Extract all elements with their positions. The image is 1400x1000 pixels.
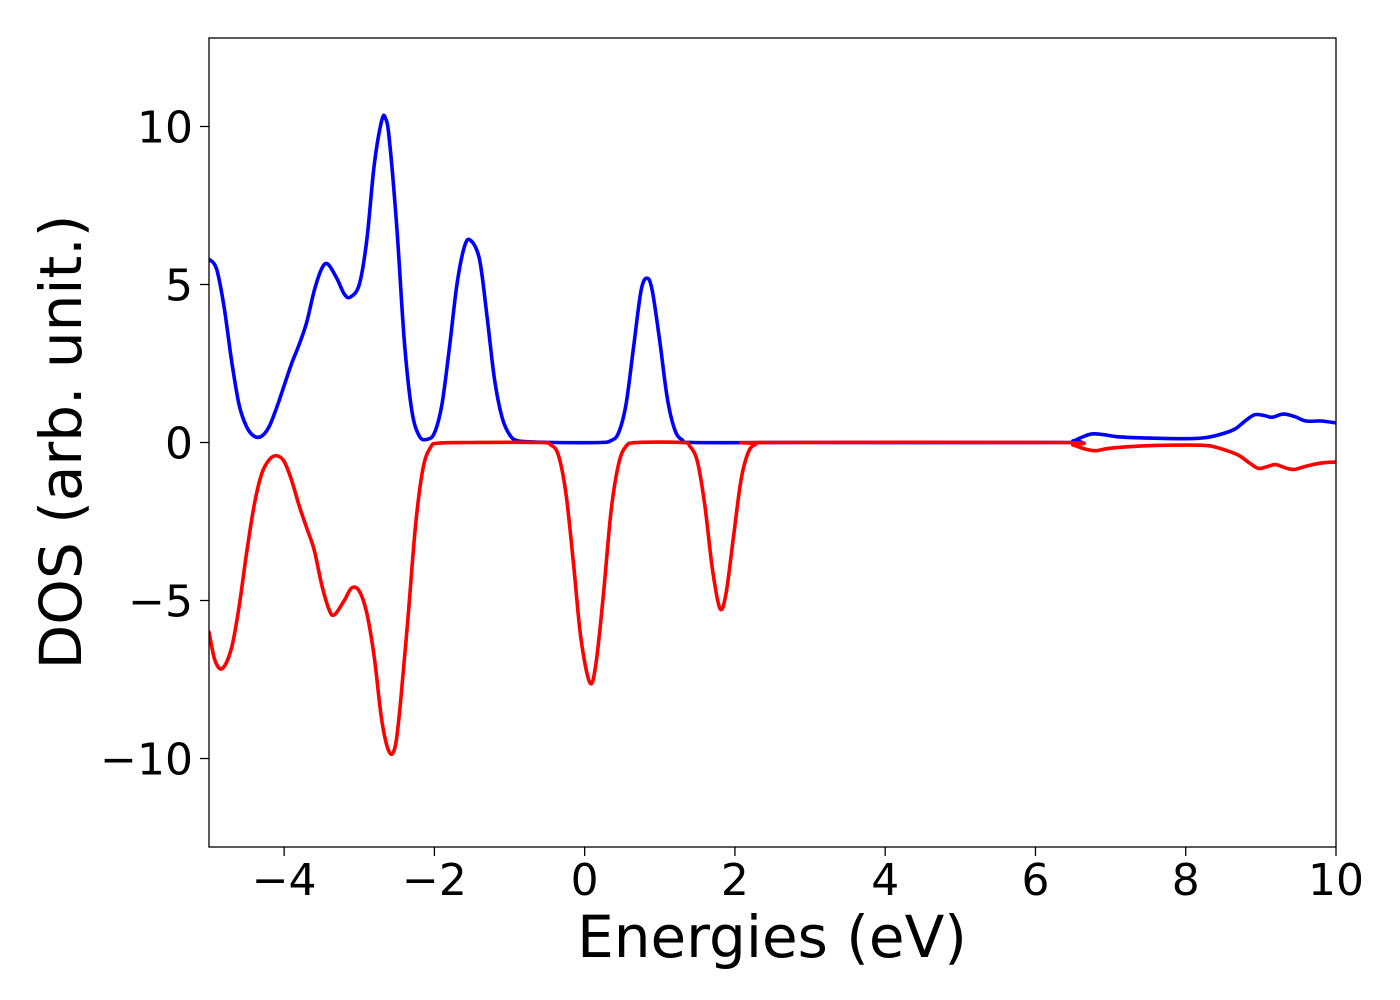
y-tick-label: −10 [100, 735, 193, 786]
x-axis-label: Energies (eV) [577, 903, 967, 971]
y-axis-ticks: −10 −5 0 5 10 [100, 102, 209, 786]
series-line-spin-up [209, 113, 1336, 445]
x-tick-label: 8 [1172, 855, 1200, 906]
series-layer [209, 113, 1336, 757]
x-tick-label: −2 [402, 855, 467, 906]
x-tick-label: −4 [252, 855, 317, 906]
y-axis-label: DOS (arb. unit.) [27, 215, 95, 670]
series-line-spin-down [209, 440, 1336, 757]
x-tick-label: 4 [871, 855, 899, 906]
x-axis-ticks: −4 −2 0 2 4 6 8 10 [252, 847, 1364, 906]
x-tick-label: 6 [1021, 855, 1049, 906]
y-tick-label: −5 [128, 577, 193, 628]
x-tick-label: 10 [1308, 855, 1364, 906]
y-tick-label: 0 [165, 419, 193, 470]
x-tick-label: 2 [721, 855, 749, 906]
y-tick-label: 5 [165, 260, 193, 311]
x-tick-label: 0 [571, 855, 599, 906]
y-tick-label: 10 [137, 102, 193, 153]
